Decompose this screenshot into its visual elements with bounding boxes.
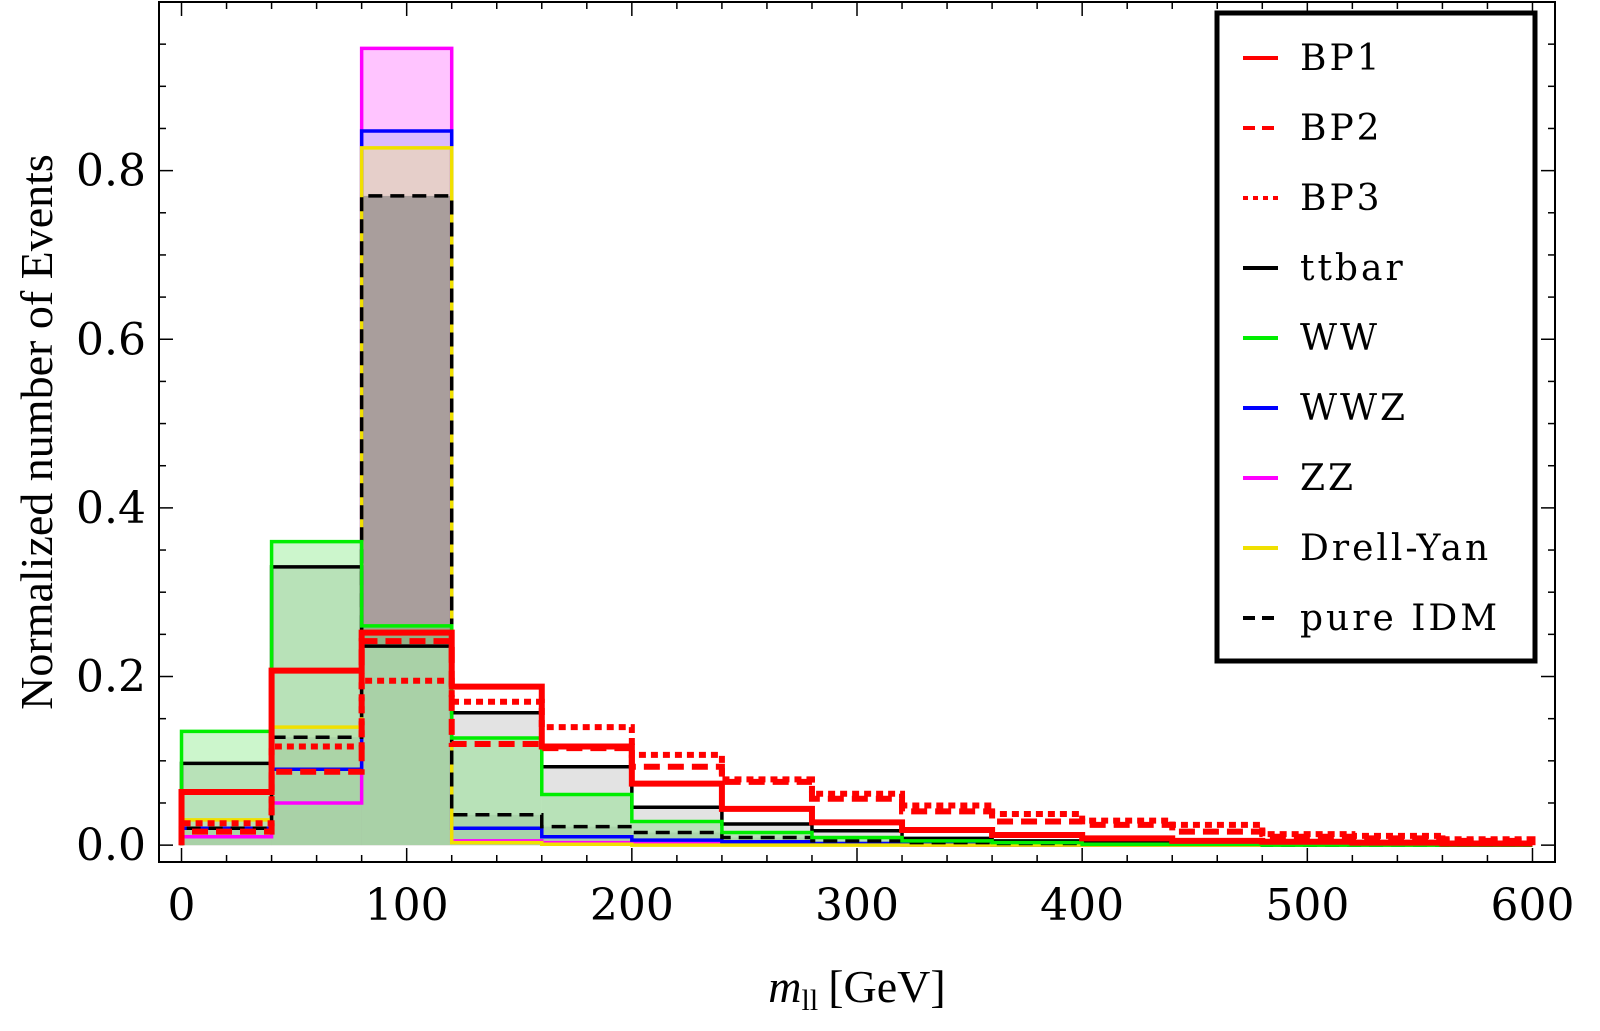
line-bp3 [178, 677, 1536, 846]
line-bp1 [178, 629, 1536, 847]
histogram-fills [181, 48, 1443, 846]
legend-label-drell-yan: Drell-Yan [1300, 528, 1491, 569]
legend-label-wwz: WWZ [1300, 388, 1408, 429]
y-tick-label-4: 0.8 [76, 146, 146, 197]
y-tick-label-0: 0.0 [76, 820, 146, 871]
line-bp2 [178, 638, 1536, 846]
x-tick-label-0: 0 [168, 880, 196, 931]
legend: BP1 BP2 BP3 ttbar WW WWZ ZZ Drell-Yan pure IDM [1214, 10, 1538, 664]
bar-ttbar-bin-6 [721, 824, 812, 846]
legend-label-ttbar: ttbar [1300, 248, 1406, 289]
y-tick-label-1: 0.2 [76, 652, 146, 703]
line-ww [179, 539, 1533, 847]
y-axis-title: Normalized number of Events [11, 154, 62, 710]
bar-ww-bin-1 [271, 541, 362, 846]
legend-label-ww: WW [1300, 318, 1380, 359]
x-tick-label-100: 100 [365, 880, 449, 931]
bar-ttbar-bin-1 [271, 566, 362, 846]
x-tick-label-500: 500 [1265, 880, 1349, 931]
bar-ttbar-bin-4 [541, 766, 632, 846]
y-tick-label-3: 0.6 [76, 314, 146, 365]
bar-ww-bin-2 [361, 625, 452, 846]
bar-ttbar-bin-3 [451, 712, 542, 846]
x-tick-label-300: 300 [815, 880, 899, 931]
legend-label-bp2: BP2 [1300, 108, 1383, 149]
x-axis-title-subscript: ll [802, 984, 819, 1017]
y-tick-label-2: 0.4 [76, 483, 146, 534]
x-axis-title: mll [GeV] [768, 961, 945, 1017]
legend-label-zz: ZZ [1300, 458, 1356, 499]
x-axis-title-symbol: m [768, 961, 801, 1012]
axis-ticks [159, 2, 1555, 862]
legend-label-pure-idm: pure IDM [1300, 598, 1500, 639]
y-axis-tick-labels: 0.0 0.2 0.4 0.6 0.8 [76, 146, 146, 872]
x-tick-label-200: 200 [590, 880, 674, 931]
legend-items: BP1 BP2 BP3 ttbar WW WWZ ZZ Drell-Yan pure IDM [1243, 38, 1500, 639]
x-tick-label-400: 400 [1040, 880, 1124, 931]
histogram-outlines [178, 46, 1536, 847]
legend-label-bp3: BP3 [1300, 178, 1383, 219]
x-axis-tick-labels: 0 100 200 300 400 500 600 [168, 880, 1575, 931]
legend-label-bp1: BP1 [1300, 38, 1383, 79]
x-tick-label-600: 600 [1490, 880, 1574, 931]
x-axis-title-unit: [GeV] [828, 961, 946, 1012]
